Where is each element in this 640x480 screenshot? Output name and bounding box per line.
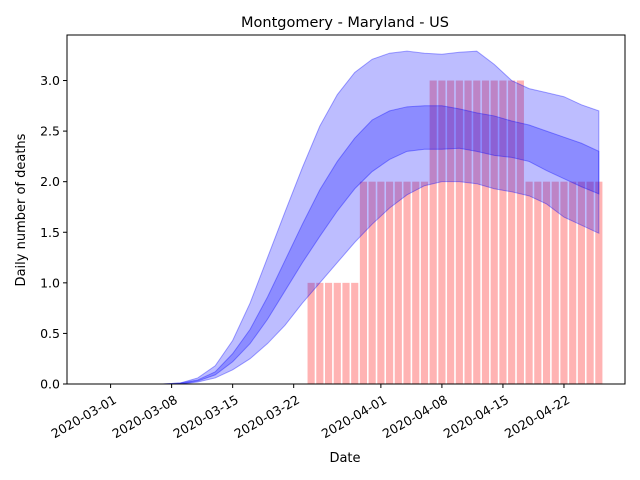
bar xyxy=(438,80,446,385)
x-axis-label: Date xyxy=(329,451,360,466)
outer-band xyxy=(110,50,600,385)
bar xyxy=(542,181,551,384)
bar xyxy=(551,181,559,384)
bar xyxy=(316,282,324,384)
bar xyxy=(333,282,341,384)
bar xyxy=(359,181,368,384)
bar xyxy=(394,181,402,384)
x-tick-label: 2020-03-01 xyxy=(48,392,118,441)
bar xyxy=(324,282,333,384)
bar xyxy=(420,181,429,384)
bar xyxy=(412,181,420,384)
x-axis: 2020-03-012020-03-082020-03-152020-03-22… xyxy=(48,384,572,441)
y-axis-label: Daily number of deaths xyxy=(14,133,29,286)
bar xyxy=(595,181,603,384)
bar xyxy=(377,181,385,384)
bar xyxy=(481,80,490,385)
bar xyxy=(560,181,568,384)
bar xyxy=(586,181,594,384)
bar xyxy=(508,80,516,385)
x-tick-label: 2020-03-22 xyxy=(232,392,302,441)
x-tick-label: 2020-04-22 xyxy=(502,392,572,441)
y-axis: 0.0 0.5 1.0 1.5 2.0 2.5 3.0 xyxy=(40,73,67,392)
bar xyxy=(499,80,507,385)
bar xyxy=(577,181,585,384)
bar xyxy=(307,282,315,384)
bar xyxy=(534,181,542,384)
bar xyxy=(342,282,350,384)
y-tick-label: 2.5 xyxy=(40,124,60,139)
bar xyxy=(490,80,498,385)
bar xyxy=(569,181,577,384)
bar xyxy=(447,80,455,385)
y-tick-label: 0.0 xyxy=(40,377,60,392)
x-tick-label: 2020-03-15 xyxy=(171,392,241,441)
bar xyxy=(473,80,481,385)
x-tick-label: 2020-04-15 xyxy=(441,392,511,441)
y-tick-label: 3.0 xyxy=(40,73,60,88)
bar-series xyxy=(307,80,603,385)
bar xyxy=(351,282,359,384)
bar xyxy=(525,181,533,384)
bar xyxy=(516,80,524,385)
bar xyxy=(368,181,376,384)
bar xyxy=(429,80,437,385)
bar xyxy=(403,181,411,384)
bar xyxy=(386,181,394,384)
plot-frame xyxy=(66,34,626,385)
chart-title: Montgomery - Maryland - US xyxy=(241,15,449,31)
inner-band xyxy=(110,105,600,385)
band-series xyxy=(110,50,600,385)
y-tick-label: 0.5 xyxy=(40,326,60,341)
y-tick-label: 1.5 xyxy=(40,225,60,240)
bar xyxy=(455,80,463,385)
y-tick-label: 2.0 xyxy=(40,174,60,189)
x-tick-label: 2020-04-01 xyxy=(319,392,389,441)
bar xyxy=(464,80,472,385)
x-tick-label: 2020-03-08 xyxy=(109,392,179,441)
x-tick-label: 2020-04-08 xyxy=(380,392,450,441)
y-tick-label: 1.0 xyxy=(40,275,60,290)
